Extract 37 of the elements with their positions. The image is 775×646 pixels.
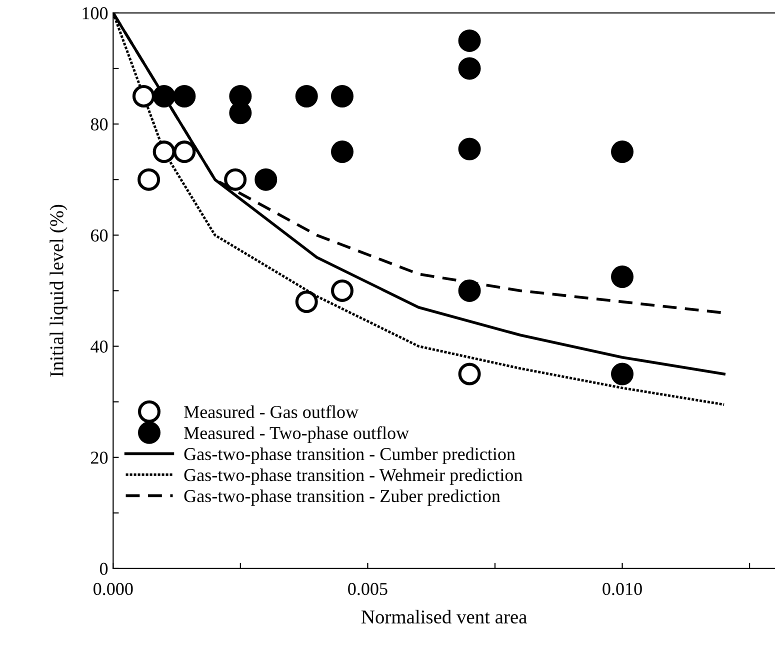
point [295,85,318,108]
x-tick-label: 0.005 [348,582,388,596]
point [458,57,481,80]
legend-label: Measured - Two-phase outflow [184,426,410,443]
x-axis-title: Normalised vent area [361,610,527,624]
point [458,279,481,302]
point [331,85,354,108]
x-tick-label: 0.000 [94,582,133,596]
legend-label: Gas-two-phase transition - Wehmeir prediction [184,468,522,485]
y-tick-label: 100 [82,7,108,20]
point [254,168,278,191]
y-tick-label: 40 [90,340,108,353]
point [331,279,354,302]
point [458,362,481,386]
point [152,85,176,108]
y-tick-label: 0 [100,562,108,575]
y-axis-title: Initial liquid level (%) [50,204,68,377]
point [132,85,155,108]
point [173,85,196,108]
point [224,168,247,191]
x-tick-label: 0.010 [602,582,642,596]
legend-label: Gas-two-phase transition - Zuber prediction [184,489,500,506]
legend-label: Measured - Gas outflow [184,405,358,418]
y-tick-label: 20 [91,452,108,464]
point [331,140,354,164]
point [611,362,634,386]
point [152,140,176,164]
point [611,140,634,164]
point [138,168,160,191]
y-tick-label: 80 [90,118,108,130]
point [611,266,634,288]
legend-label: Gas-two-phase transition - Cumber prediction [184,447,516,464]
point [458,138,481,160]
y-tick-label: 60 [91,229,108,242]
point [295,290,318,314]
point [458,29,481,52]
point [173,140,196,164]
